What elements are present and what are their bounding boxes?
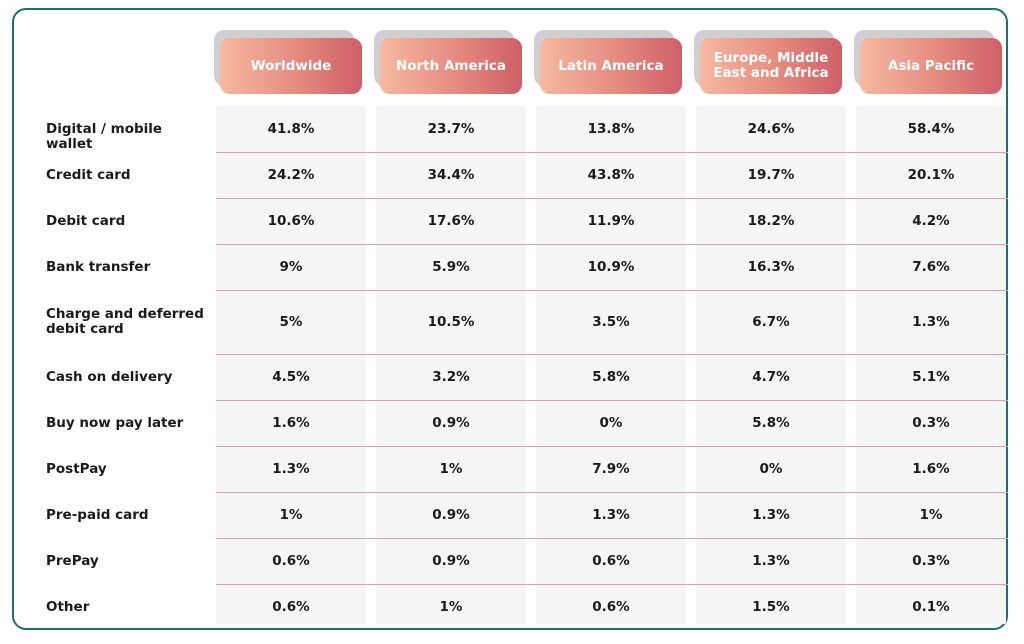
column-background [216, 106, 366, 624]
table-cell: 43.8% [587, 166, 635, 183]
table-cell: 20.1% [907, 166, 955, 183]
table-cell: 18.2% [747, 212, 795, 229]
table-cell: 1.6% [912, 460, 950, 477]
row-separator [216, 198, 1008, 199]
table-cell: 0.9% [432, 552, 470, 569]
payment-methods-table: Worldwide North America Latin America Europ… [46, 10, 1008, 630]
table-cell: 5.8% [752, 414, 790, 431]
table-cell: 58.4% [907, 120, 955, 137]
column-header-label: North America [395, 57, 507, 74]
row-label: Digital / mobile wallet [46, 120, 163, 152]
row-separator [216, 584, 1008, 585]
table-cell: 0.9% [432, 414, 470, 431]
table-cell: 17.6% [427, 212, 475, 229]
row-label: Pre-paid card [46, 506, 149, 523]
column-header-pill: North America [380, 38, 522, 94]
row-separator [216, 290, 1008, 291]
row-separator [216, 538, 1008, 539]
row-label: Buy now pay later [46, 414, 184, 431]
table-cell: 1.3% [752, 552, 790, 569]
table-cell: 1.6% [272, 414, 310, 431]
row-label: Other [46, 598, 90, 615]
table-cell: 3.5% [592, 313, 630, 330]
column-background [696, 106, 846, 624]
table-cell: 0.3% [912, 414, 950, 431]
column-background [376, 106, 526, 624]
row-label: Debit card [46, 212, 126, 229]
table-cell: 1.3% [752, 506, 790, 523]
row-separator [216, 244, 1008, 245]
table-cell: 0.6% [592, 552, 630, 569]
column-header-label: Europe, Middle East and Africa [713, 50, 829, 81]
column-background [536, 106, 686, 624]
row-label: PostPay [46, 460, 107, 477]
column-header: Worldwide [214, 30, 362, 96]
table-cell: 4.2% [912, 212, 950, 229]
table-cell: 1% [279, 506, 303, 523]
column-header-pill: Europe, Middle East and Africa [700, 38, 842, 94]
table-cell: 1.3% [912, 313, 950, 330]
row-separator [216, 400, 1008, 401]
table-cell: 5% [279, 313, 303, 330]
row-label: Cash on delivery [46, 368, 173, 385]
table-cell: 0% [599, 414, 623, 431]
table-cell: 16.3% [747, 258, 795, 275]
table-cell: 19.7% [747, 166, 795, 183]
table-cell: 24.6% [747, 120, 795, 137]
table-cell: 7.6% [912, 258, 950, 275]
column-header: Europe, Middle East and Africa [694, 30, 842, 96]
column-header: Latin America [534, 30, 682, 96]
table-cell: 23.7% [427, 120, 475, 137]
row-separator [216, 152, 1008, 153]
table-cell: 0.9% [432, 506, 470, 523]
table-cell: 7.9% [592, 460, 630, 477]
table-cell: 6.7% [752, 313, 790, 330]
row-label: Bank transfer [46, 258, 151, 275]
table-cell: 5.1% [912, 368, 950, 385]
table-cell: 0.1% [912, 598, 950, 615]
table-cell: 13.8% [587, 120, 635, 137]
column-header: North America [374, 30, 522, 96]
table-cell: 1% [919, 506, 943, 523]
table-cell: 41.8% [267, 120, 315, 137]
row-label: PrePay [46, 552, 99, 569]
row-separator [216, 446, 1008, 447]
table-cell: 0.6% [592, 598, 630, 615]
row-label: Credit card [46, 166, 131, 183]
row-separator [216, 354, 1008, 355]
table-cell: 1% [439, 460, 463, 477]
table-cell: 9% [279, 258, 303, 275]
column-header-label: Worldwide [250, 57, 332, 74]
table-cell: 0.6% [272, 598, 310, 615]
table-cell: 4.7% [752, 368, 790, 385]
table-cell: 10.6% [267, 212, 315, 229]
table-cell: 10.9% [587, 258, 635, 275]
column-header-label: Latin America [558, 57, 664, 74]
column-header: Asia Pacific [854, 30, 1002, 96]
table-cell: 3.2% [432, 368, 470, 385]
table-cell: 1.3% [272, 460, 310, 477]
table-cell: 10.5% [427, 313, 475, 330]
table-cell: 0% [759, 460, 783, 477]
table-frame: Worldwide North America Latin America Europ… [12, 8, 1008, 630]
column-header-label: Asia Pacific [887, 57, 975, 74]
column-header-pill: Asia Pacific [860, 38, 1002, 94]
column-background [856, 106, 1006, 624]
row-separator [216, 492, 1008, 493]
table-cell: 5.8% [592, 368, 630, 385]
table-cell: 1% [439, 598, 463, 615]
table-cell: 1.3% [592, 506, 630, 523]
table-cell: 24.2% [267, 166, 315, 183]
table-cell: 11.9% [587, 212, 635, 229]
table-cell: 5.9% [432, 258, 470, 275]
table-cell: 0.6% [272, 552, 310, 569]
table-cell: 34.4% [427, 166, 475, 183]
column-header-pill: Worldwide [220, 38, 362, 94]
table-cell: 1.5% [752, 598, 790, 615]
table-cell: 0.3% [912, 552, 950, 569]
row-label: Charge and deferred debit card [46, 306, 204, 337]
column-header-pill: Latin America [540, 38, 682, 94]
table-cell: 4.5% [272, 368, 310, 385]
